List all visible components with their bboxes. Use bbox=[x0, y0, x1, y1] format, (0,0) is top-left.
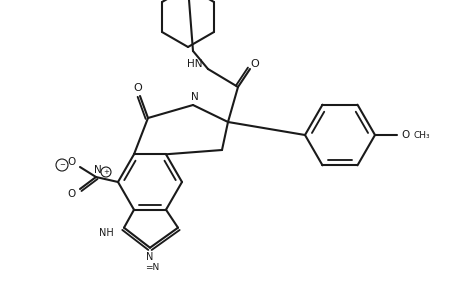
Text: HN: HN bbox=[187, 59, 202, 69]
Text: N: N bbox=[146, 252, 153, 262]
Text: CH₃: CH₃ bbox=[413, 130, 429, 140]
Text: +: + bbox=[103, 169, 109, 175]
Text: NH: NH bbox=[99, 228, 114, 238]
Text: N: N bbox=[190, 92, 198, 102]
Text: =N: =N bbox=[145, 263, 159, 272]
Text: O: O bbox=[250, 59, 259, 69]
Text: O: O bbox=[133, 83, 142, 93]
Text: O: O bbox=[68, 189, 76, 199]
Text: O: O bbox=[401, 130, 409, 140]
Text: −: − bbox=[59, 162, 65, 168]
Text: N: N bbox=[94, 165, 101, 175]
Text: O: O bbox=[68, 157, 76, 167]
